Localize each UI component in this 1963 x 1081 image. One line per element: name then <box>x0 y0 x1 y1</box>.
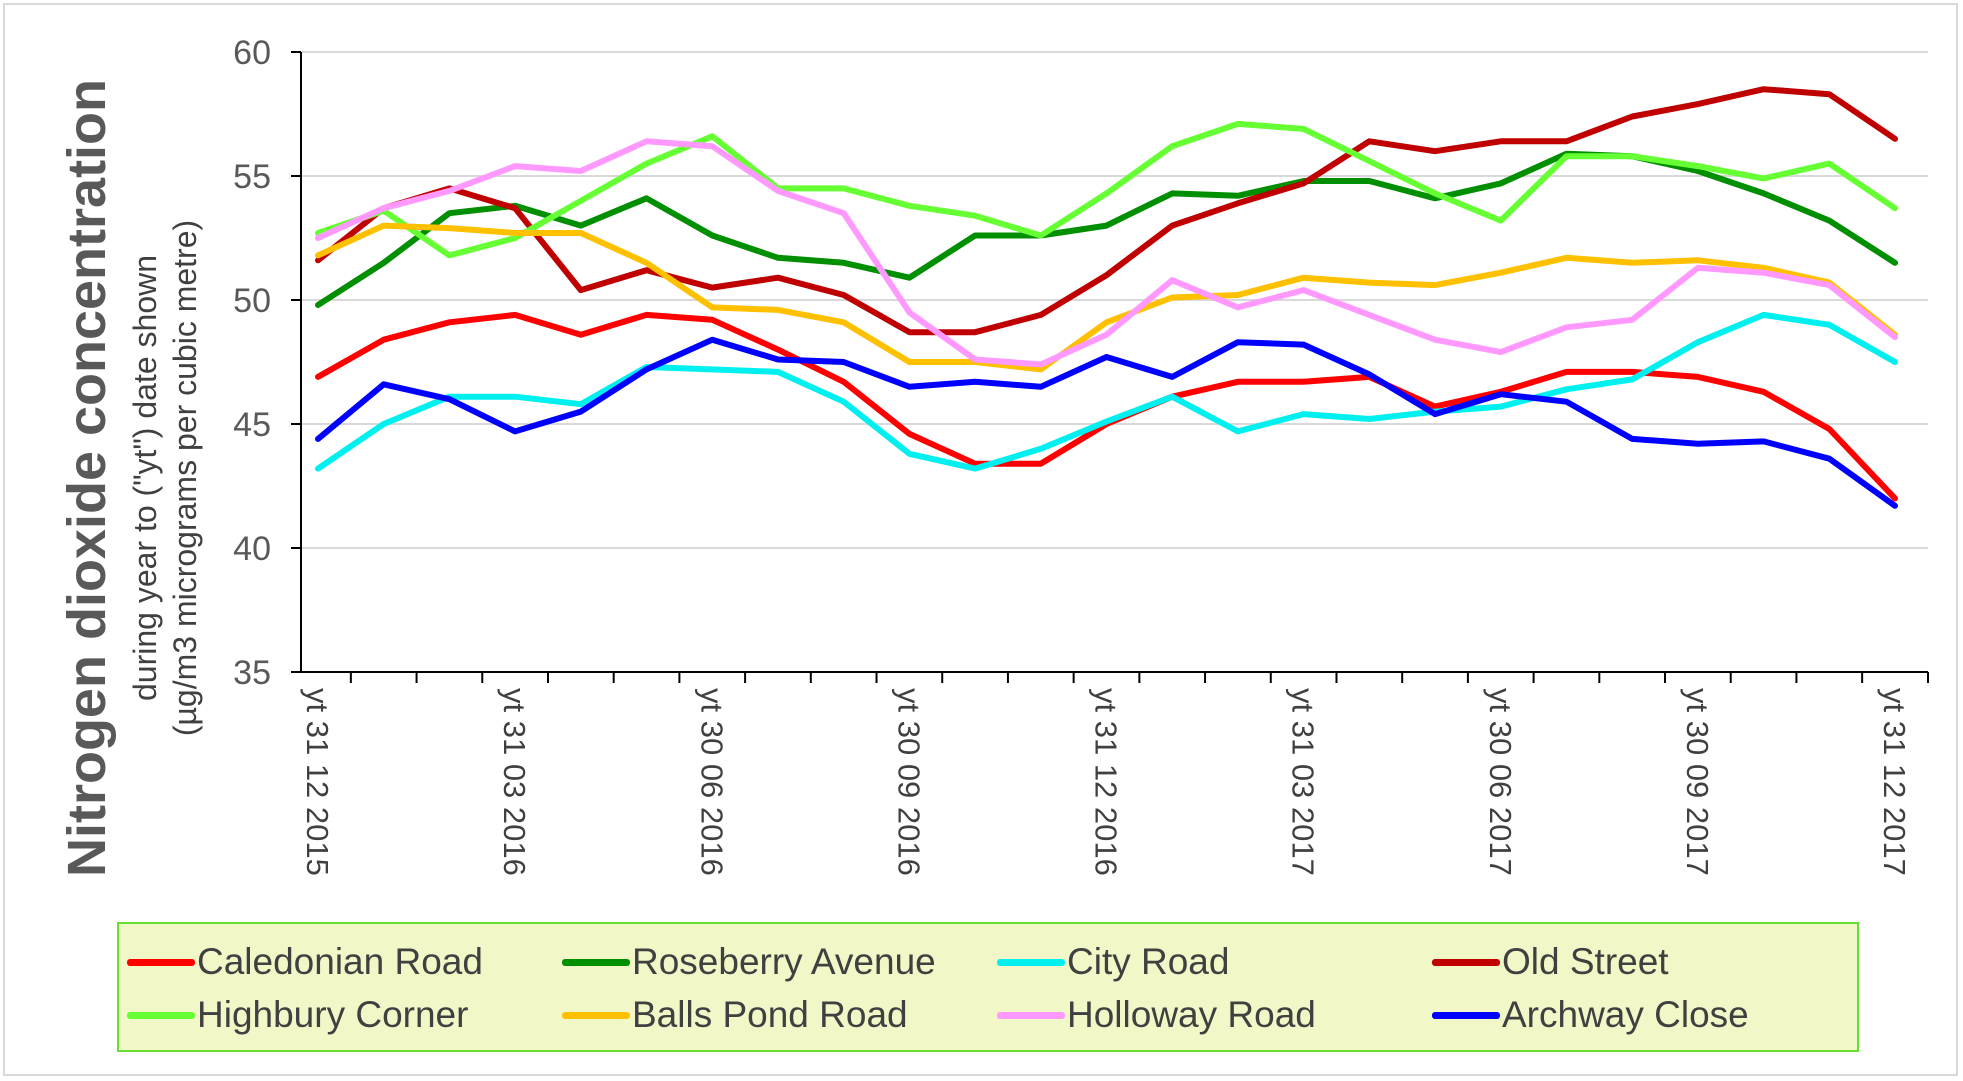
x-tick-label: yt 31 12 2016 <box>1089 688 1124 876</box>
legend-swatch <box>562 958 630 966</box>
y-tick-label: 60 <box>233 34 271 72</box>
legend-swatch <box>997 958 1065 966</box>
y-tick-label: 45 <box>233 406 271 444</box>
y-axis-subtitle-line1: during year to ("yt") date shown <box>127 255 163 701</box>
legend-item: Highbury Corner <box>127 990 468 1040</box>
legend-label: Highbury Corner <box>197 994 469 1035</box>
legend-label: City Road <box>1067 941 1230 982</box>
legend-label: Balls Pond Road <box>632 994 908 1035</box>
legend-swatch <box>127 1011 195 1019</box>
y-tick-label: 40 <box>233 530 271 568</box>
y-tick-label: 50 <box>233 282 271 320</box>
legend: Caledonian Road Roseberry Avenue City Road… <box>117 922 1859 1052</box>
legend-label: Roseberry Avenue <box>632 941 936 982</box>
x-tick-label: yt 31 12 2017 <box>1877 688 1912 876</box>
legend-swatch <box>1432 958 1500 966</box>
legend-item: Archway Close <box>1432 990 1749 1040</box>
series-line-old-street <box>315 86 1898 336</box>
x-tick-label: yt 31 12 2015 <box>300 688 335 876</box>
series-line-caledonian-road <box>315 311 1898 502</box>
legend-label: Archway Close <box>1502 994 1749 1035</box>
legend-item: Holloway Road <box>997 990 1316 1040</box>
legend-swatch <box>127 958 195 966</box>
axes <box>291 51 1929 683</box>
y-axis-title: Nitrogen dioxide concentration <box>57 79 117 877</box>
legend-item: City Road <box>997 937 1229 987</box>
legend-swatch <box>562 1011 630 1019</box>
y-axis-subtitle-line2: (µg/m3 micrograms per cubic metre) <box>167 220 203 736</box>
x-tick-labels: yt 31 12 2015 yt 31 03 2016 yt 30 06 2016 y… <box>300 688 1912 876</box>
series-line-highbury-corner <box>315 120 1898 259</box>
legend-item: Caledonian Road <box>127 937 483 987</box>
series-line-city-road <box>315 311 1898 472</box>
series-line-balls-pond-road <box>315 222 1898 373</box>
legend-swatch <box>997 1011 1065 1019</box>
series-line-holloway-road <box>315 138 1898 368</box>
legend-item: Old Street <box>1432 937 1669 987</box>
gridlines <box>301 51 1928 549</box>
y-tick-label: 35 <box>233 654 271 692</box>
x-tick-label: yt 30 06 2016 <box>694 688 729 876</box>
x-tick-label: yt 30 06 2017 <box>1483 688 1518 876</box>
chart-frame <box>3 3 1958 1076</box>
y-tick-label: 55 <box>233 158 271 196</box>
series-line-archway-close <box>315 336 1898 509</box>
legend-swatch <box>1432 1011 1500 1019</box>
legend-label: Caledonian Road <box>197 941 483 982</box>
x-tick-label: yt 30 09 2016 <box>891 688 926 876</box>
legend-label: Holloway Road <box>1067 994 1316 1035</box>
x-tick-label: yt 30 09 2017 <box>1680 688 1715 876</box>
legend-item: Balls Pond Road <box>562 990 908 1040</box>
legend-label: Old Street <box>1502 941 1669 982</box>
x-tick-label: yt 31 03 2016 <box>497 688 532 876</box>
y-tick-labels: 35 40 45 50 55 60 <box>233 34 271 692</box>
x-tick-label: yt 31 03 2017 <box>1286 688 1321 876</box>
series-lines <box>315 86 1898 509</box>
legend-item: Roseberry Avenue <box>562 937 936 987</box>
